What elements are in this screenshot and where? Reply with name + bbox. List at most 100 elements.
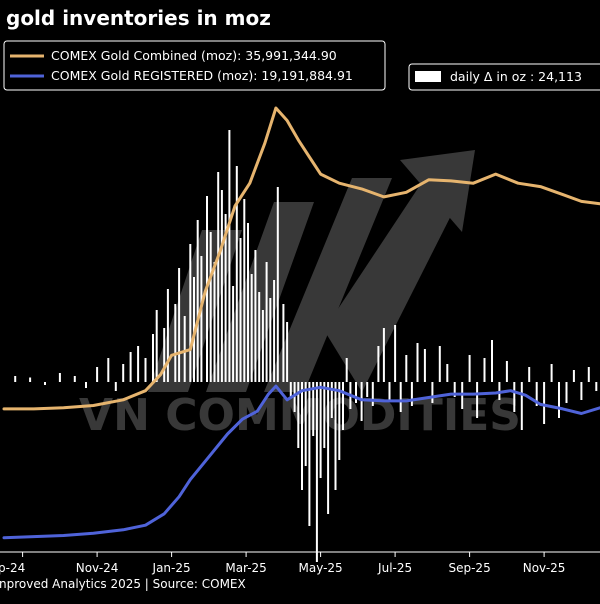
legend-daily-box	[408, 63, 600, 91]
daily-bar	[174, 304, 177, 382]
daily-bar	[513, 382, 516, 412]
daily-bar	[293, 382, 296, 412]
daily-bar	[342, 382, 344, 430]
daily-bar	[315, 382, 318, 562]
daily-bar	[355, 382, 357, 403]
daily-bar	[558, 382, 560, 418]
daily-bar	[289, 382, 292, 397]
daily-bar	[377, 346, 380, 382]
daily-bar	[261, 310, 264, 382]
chart-title: gold inventories in moz	[6, 6, 271, 30]
legend-label-combined: COMEX Gold Combined (moz): 35,991,344.90	[51, 48, 337, 63]
legend-swatch-daily	[415, 71, 441, 82]
daily-bar	[438, 346, 441, 382]
x-tick-label: May-25	[298, 561, 342, 575]
daily-bar	[520, 382, 523, 430]
daily-bar	[483, 358, 486, 382]
daily-bar	[254, 250, 257, 382]
legend-daily: daily Δ in oz : 24,113	[408, 63, 600, 91]
daily-bar	[189, 244, 192, 382]
daily-bar	[366, 382, 369, 397]
series-lines	[2, 106, 600, 540]
daily-bar	[232, 286, 235, 382]
daily-bar	[276, 187, 279, 382]
daily-bar	[282, 304, 285, 382]
x-tick-label: p-24	[0, 561, 25, 575]
daily-bar	[388, 382, 391, 400]
daily-bar	[394, 325, 397, 382]
daily-bar	[239, 238, 242, 382]
daily-bar	[129, 352, 132, 382]
daily-bar	[200, 256, 203, 382]
footer-source: nproved Analytics 2025 | Source: COMEX	[0, 577, 246, 591]
daily-bar	[58, 373, 61, 382]
daily-bar	[235, 166, 238, 382]
daily-bar	[273, 280, 276, 382]
daily-bar	[423, 349, 426, 382]
daily-bar	[301, 382, 303, 490]
daily-bar	[580, 382, 583, 400]
daily-bar	[217, 172, 220, 382]
daily-bar	[286, 322, 289, 382]
daily-bar	[360, 382, 363, 421]
legend-label-registered: COMEX Gold REGISTERED (moz): 19,191,884.…	[51, 68, 353, 83]
daily-bar	[446, 364, 449, 382]
daily-bar	[550, 364, 553, 382]
daily-bar	[431, 382, 434, 403]
daily-bar	[410, 382, 413, 406]
x-tick-label: Jul-25	[377, 561, 412, 575]
daily-bar	[178, 268, 181, 382]
daily-bar	[224, 214, 227, 382]
legend-main-box	[3, 40, 386, 91]
daily-bar	[323, 382, 326, 448]
daily-bar	[528, 367, 531, 382]
daily-bar	[243, 199, 246, 382]
daily-bar	[535, 382, 538, 406]
series-line-registered	[2, 384, 600, 540]
daily-bar	[345, 358, 348, 382]
daily-bar	[565, 382, 568, 403]
daily-bar	[468, 355, 471, 382]
daily-bar	[196, 220, 199, 382]
daily-bar	[144, 358, 147, 382]
daily-bar	[491, 340, 493, 382]
daily-bar	[371, 382, 374, 406]
daily-bar	[327, 382, 330, 514]
daily-bar	[96, 367, 99, 382]
daily-bar	[152, 334, 154, 382]
legend-main: COMEX Gold Combined (moz): 35,991,344.90…	[3, 40, 386, 91]
daily-bar	[107, 358, 110, 382]
daily-bar	[209, 232, 212, 382]
daily-bar	[265, 262, 268, 382]
daily-bar	[595, 382, 598, 391]
daily-bar	[85, 382, 87, 388]
daily-bar	[416, 343, 419, 382]
daily-bar	[220, 190, 223, 382]
daily-bar	[44, 382, 46, 385]
daily-bar	[247, 223, 249, 382]
daily-bar	[114, 382, 117, 391]
daily-bar	[330, 382, 333, 418]
daily-bar	[137, 346, 140, 382]
daily-bar	[258, 292, 261, 382]
daily-bar	[228, 130, 231, 382]
daily-bar	[269, 298, 272, 382]
daily-bar	[166, 289, 169, 382]
watermark-text: VN COMMODITIES	[79, 390, 521, 441]
x-axis: p-24 Nov-24 Jan-25 Mar-25 May-25 Jul-25 Sep-25…	[0, 551, 600, 575]
daily-bar	[14, 376, 17, 382]
x-tick-label: Nov-24	[76, 561, 119, 575]
daily-bar	[505, 361, 508, 382]
x-tick-label: Mar-25	[225, 561, 266, 575]
daily-bar	[250, 274, 253, 382]
daily-bar	[163, 328, 166, 382]
daily-bar	[308, 382, 311, 526]
daily-bar	[572, 370, 575, 382]
daily-bar	[155, 310, 158, 382]
daily-bar	[338, 382, 341, 460]
daily-bar	[476, 382, 479, 418]
x-tick-label: Nov-25	[523, 561, 566, 575]
x-tick-label: Jan-25	[152, 561, 191, 575]
x-tick-label: Sep-25	[448, 561, 490, 575]
